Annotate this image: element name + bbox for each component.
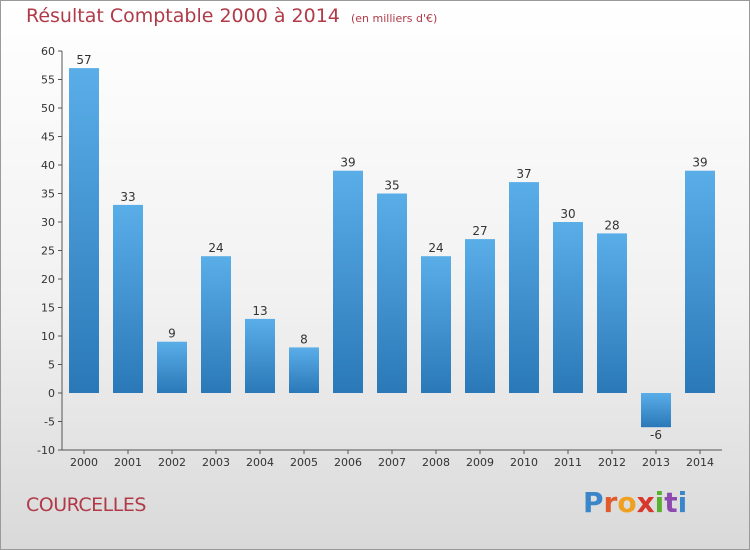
data-label-2000: 57 <box>76 53 91 67</box>
bar-2011 <box>553 222 583 393</box>
y-tick-label: -5 <box>44 416 55 429</box>
logo-letter: r <box>603 486 618 519</box>
y-tick-label: 0 <box>48 387 55 400</box>
x-tick-label-2008: 2008 <box>422 456 450 469</box>
chart-unit: (en milliers d'€) <box>350 12 438 25</box>
logo-letter: P <box>583 486 604 519</box>
data-label-2010: 37 <box>516 167 531 181</box>
y-tick-label: 50 <box>41 102 55 115</box>
data-label-2005: 8 <box>300 332 308 346</box>
y-tick-label: 55 <box>41 74 55 87</box>
y-tick-label: 60 <box>41 45 55 58</box>
commune-name: COURCELLES <box>26 494 146 516</box>
y-tick-label: 5 <box>48 359 55 372</box>
x-tick-label-2009: 2009 <box>466 456 494 469</box>
y-tick-label: 25 <box>41 245 55 258</box>
data-label-2007: 35 <box>384 179 399 193</box>
data-label-2001: 33 <box>120 190 135 204</box>
logo-letter: t <box>664 486 678 519</box>
x-tick-label-2011: 2011 <box>554 456 582 469</box>
bar-2012 <box>597 233 627 393</box>
bar-2013 <box>641 393 671 428</box>
y-tick-label: 30 <box>41 216 55 229</box>
data-label-2009: 27 <box>472 224 487 238</box>
data-label-2004: 13 <box>252 304 267 318</box>
data-label-2002: 9 <box>168 327 176 341</box>
y-tick-label: 10 <box>41 330 55 343</box>
bar-2003 <box>201 256 231 393</box>
y-tick-label: -10 <box>37 444 55 457</box>
y-tick-label: 45 <box>41 131 55 144</box>
logo-letter: i <box>654 486 665 519</box>
x-tick-label-2000: 2000 <box>70 456 98 469</box>
y-tick-label: 20 <box>41 273 55 286</box>
bar-2004 <box>245 318 275 393</box>
data-label-2012: 28 <box>604 218 619 232</box>
bar-2006 <box>333 170 363 393</box>
x-tick-label-2003: 2003 <box>202 456 230 469</box>
chart-bars <box>69 68 715 428</box>
bar-2010 <box>509 182 539 393</box>
x-tick-label-2002: 2002 <box>158 456 186 469</box>
chart-title-text: Résultat Comptable 2000 à 2014 <box>26 5 340 27</box>
data-label-2008: 24 <box>428 241 443 255</box>
logo-letter: i <box>677 486 688 519</box>
chart-data-labels: 57 33 9 24 13 8 39 35 24 27 37 30 28 -6 39 <box>76 53 707 442</box>
y-tick-label: 40 <box>41 159 55 172</box>
x-tick-label-2005: 2005 <box>290 456 318 469</box>
x-tick-label-2006: 2006 <box>334 456 362 469</box>
data-label-2013: -6 <box>650 428 662 442</box>
x-tick-label-2007: 2007 <box>378 456 406 469</box>
x-tick-label-2001: 2001 <box>114 456 142 469</box>
y-tick-label: 15 <box>41 302 55 315</box>
x-tick-label-2012: 2012 <box>598 456 626 469</box>
data-label-2006: 39 <box>340 156 355 170</box>
chart-title: Résultat Comptable 2000 à 2014 (en milli… <box>26 5 437 27</box>
bar-2005 <box>289 347 319 393</box>
bar-2008 <box>421 256 451 393</box>
proxiti-logo: Proxiti <box>583 486 693 526</box>
chart-axes: -10 -5 0 5 10 15 20 25 30 35 40 45 50 55 60 2000 2001 200… <box>37 45 722 469</box>
logo-letter: o <box>617 486 637 519</box>
y-tick-label: 35 <box>41 188 55 201</box>
x-tick-label-2004: 2004 <box>246 456 274 469</box>
x-tick-label-2010: 2010 <box>510 456 538 469</box>
bar-2007 <box>377 193 407 393</box>
logo-letter: x <box>636 486 655 519</box>
bar-2000 <box>69 68 99 393</box>
data-label-2003: 24 <box>208 241 223 255</box>
bar-2014 <box>685 170 715 393</box>
x-tick-label-2014: 2014 <box>686 456 714 469</box>
data-label-2014: 39 <box>692 156 707 170</box>
data-label-2011: 30 <box>560 207 575 221</box>
bar-2002 <box>157 341 187 393</box>
bar-2001 <box>113 204 143 393</box>
x-tick-label-2013: 2013 <box>642 456 670 469</box>
bar-2009 <box>465 239 495 393</box>
